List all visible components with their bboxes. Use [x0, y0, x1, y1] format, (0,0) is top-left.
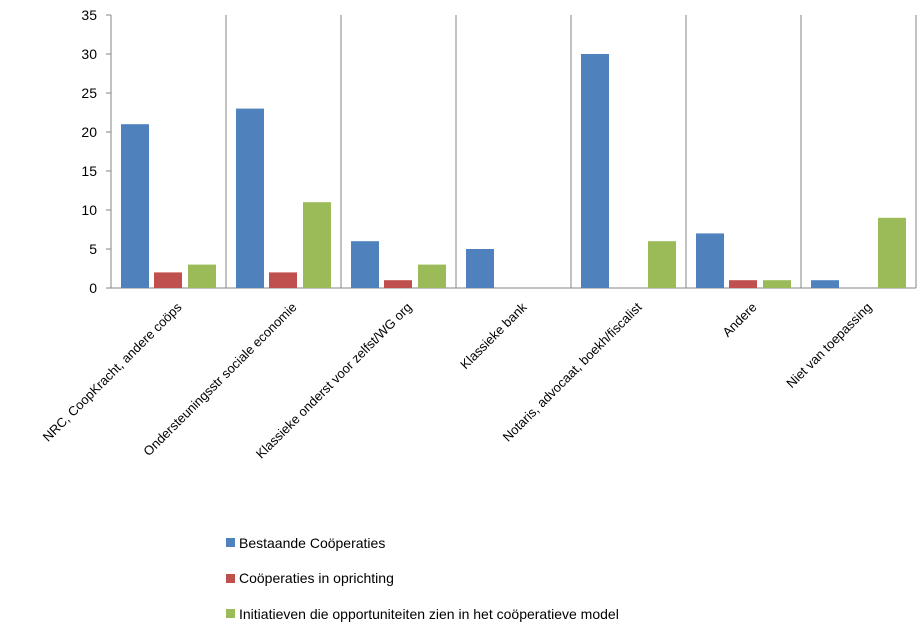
y-tick-label: 10	[81, 202, 97, 218]
y-tick-label: 0	[89, 280, 97, 296]
bar	[581, 54, 609, 288]
bar	[878, 217, 906, 288]
y-tick-label: 5	[89, 241, 97, 257]
bar	[154, 272, 182, 288]
legend-label: Initiatieven die opportuniteiten zien in…	[239, 605, 619, 622]
legend-item-series-2: Coöperaties in oprichting	[226, 561, 619, 597]
axes	[106, 14, 916, 289]
bar	[121, 124, 149, 288]
y-tick-label: 15	[81, 163, 97, 179]
legend-label: Coöperaties in oprichting	[239, 570, 394, 587]
bar	[188, 264, 216, 288]
bar	[269, 272, 297, 288]
x-axis-category-labels: NRC, CoopKracht, andere coöpsOndersteuni…	[40, 299, 875, 461]
bar	[236, 108, 264, 288]
bar	[763, 280, 791, 288]
legend-swatch	[226, 609, 235, 619]
bar	[418, 264, 446, 288]
x-category-label: Klassieke bank	[457, 299, 530, 372]
legend-item-series-1: Bestaande Coöperaties	[226, 525, 619, 561]
y-axis-tick-labels: 0 5 10 15 20 25 30 35	[81, 7, 97, 296]
bar-chart: 0 5 10 15 20 25 30 35 NRC, CoopKracht, andere c…	[40, 7, 917, 461]
category-gridlines	[110, 15, 917, 288]
y-tick-label: 20	[81, 124, 97, 140]
legend-item-series-3: Initiatieven die opportuniteiten zien in…	[226, 596, 619, 632]
bars	[121, 54, 906, 288]
bar	[648, 241, 676, 288]
bar	[303, 202, 331, 288]
y-tick-label: 30	[81, 46, 97, 62]
bar	[729, 280, 757, 288]
x-category-label: Notaris, advocaat, boekh/fiscalist	[500, 299, 645, 444]
bar	[466, 249, 494, 288]
x-category-label: NRC, CoopKracht, andere coöps	[40, 299, 185, 444]
bar	[384, 280, 412, 288]
y-tick-label: 35	[81, 7, 97, 23]
legend-label: Bestaande Coöperaties	[239, 534, 386, 551]
x-category-label: Niet van toepassing	[783, 300, 874, 391]
x-category-label: Andere	[719, 300, 759, 340]
bar	[696, 233, 724, 288]
y-tick-label: 25	[81, 85, 97, 101]
legend-swatch	[226, 573, 235, 583]
bar	[811, 280, 839, 288]
legend-swatch	[226, 538, 235, 548]
bar	[351, 241, 379, 288]
